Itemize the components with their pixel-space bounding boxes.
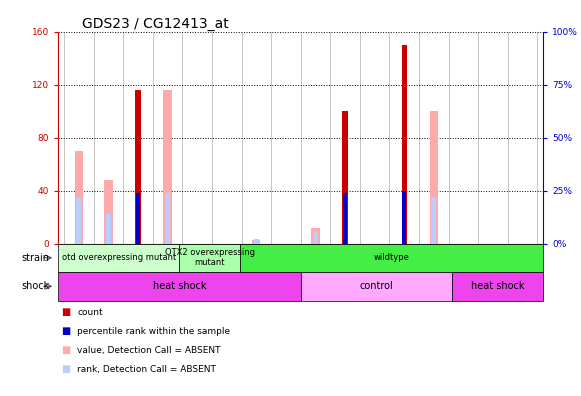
Bar (76, 197, 81, 244)
Text: control: control (360, 281, 393, 291)
Bar (343, 193, 347, 244)
Bar (403, 190, 406, 244)
Text: OTX2 overexpressing
mutant: OTX2 overexpressing mutant (164, 248, 254, 267)
Text: GDS23 / CG12413_at: GDS23 / CG12413_at (83, 17, 229, 30)
Bar (106, 214, 111, 244)
Text: rank, Detection Call = ABSENT: rank, Detection Call = ABSENT (77, 365, 216, 374)
Bar (342, 111, 347, 244)
Bar (135, 90, 141, 244)
Bar (252, 240, 260, 244)
Text: wildtype: wildtype (374, 253, 410, 262)
Bar (165, 193, 170, 244)
Text: shock: shock (21, 281, 49, 291)
Text: otd overexpressing mutant: otd overexpressing mutant (62, 253, 176, 262)
Bar (311, 228, 320, 244)
Bar (104, 180, 113, 244)
Text: percentile rank within the sample: percentile rank within the sample (77, 327, 231, 336)
Text: ■: ■ (61, 326, 70, 337)
Bar (313, 231, 318, 244)
Bar (163, 90, 172, 244)
Bar (75, 151, 83, 244)
Bar (429, 111, 438, 244)
Text: heat shock: heat shock (471, 281, 525, 291)
Bar (401, 45, 407, 244)
Bar (136, 193, 140, 244)
Text: heat shock: heat shock (153, 281, 206, 291)
Text: count: count (77, 308, 103, 317)
Text: strain: strain (21, 253, 49, 263)
Bar (431, 197, 436, 244)
Bar (254, 239, 259, 244)
Text: value, Detection Call = ABSENT: value, Detection Call = ABSENT (77, 346, 221, 355)
Text: ■: ■ (61, 307, 70, 318)
Text: ■: ■ (61, 345, 70, 356)
Text: ■: ■ (61, 364, 70, 375)
